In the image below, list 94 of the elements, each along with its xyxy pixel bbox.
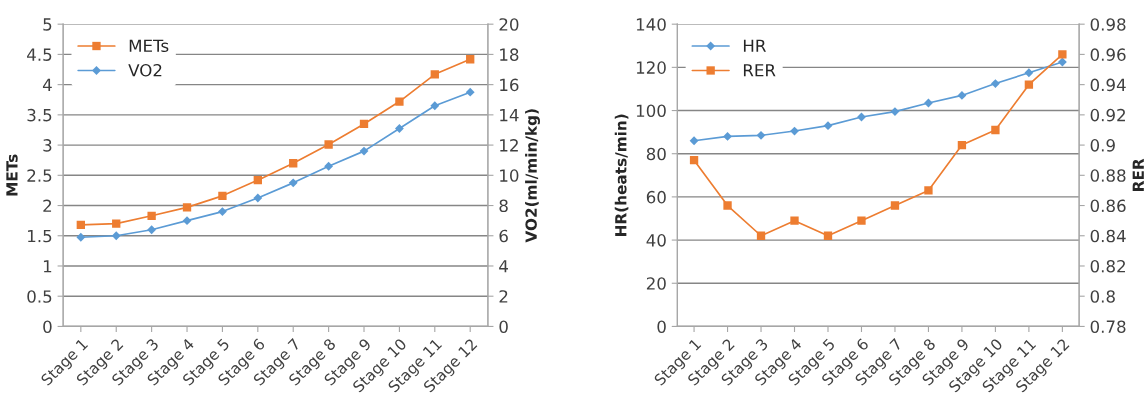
point <box>466 55 475 64</box>
point <box>288 178 298 188</box>
point <box>218 207 227 216</box>
y-tick-label: 140 <box>636 18 666 31</box>
y2-tick-label: 14 <box>500 109 519 122</box>
y2-axis-title: VO2(ml/min/kg) <box>525 109 540 243</box>
point <box>823 121 833 131</box>
y2-tick-label: 0.8 <box>1090 290 1115 303</box>
point <box>147 211 156 220</box>
legend-label: RER <box>743 64 776 77</box>
point <box>324 161 334 171</box>
y2-tick-label: 12 <box>500 139 518 152</box>
y-tick-label: 3 <box>43 139 52 152</box>
point <box>823 231 833 240</box>
y-axis-title: METs <box>6 154 18 196</box>
point <box>924 186 933 195</box>
y-tick-label: 0.5 <box>27 290 52 303</box>
point <box>253 175 262 185</box>
y-tick-label: 0 <box>43 320 52 333</box>
y-tick-label: 80 <box>646 147 666 161</box>
y-tick-label: 2.5 <box>27 169 52 182</box>
y2-tick-label: 6 <box>499 229 508 243</box>
y-tick-label: 0 <box>657 320 666 333</box>
y2-tick-label: 8 <box>499 199 508 213</box>
y-tick-label: 4 <box>42 78 52 91</box>
point <box>218 191 227 201</box>
y-tick-label: 4.5 <box>27 48 52 61</box>
legend-label: HR <box>743 39 766 52</box>
y-tick-label: 100 <box>636 104 666 118</box>
point <box>147 225 157 235</box>
point <box>957 91 967 100</box>
point <box>990 79 1000 88</box>
point <box>957 140 967 150</box>
point <box>359 119 369 129</box>
y2-tick-label: 0.94 <box>1090 78 1126 92</box>
point <box>76 220 86 230</box>
y-tick-label: 120 <box>636 61 666 74</box>
y-tick-label: 1.5 <box>28 229 52 243</box>
y2-tick-label: 0.86 <box>1090 199 1126 213</box>
y-tick-label: 40 <box>646 234 666 247</box>
point <box>723 201 732 210</box>
point <box>76 232 86 242</box>
point <box>394 124 404 133</box>
point <box>430 101 440 111</box>
point <box>395 97 404 106</box>
y2-tick-label: 0 <box>499 320 508 333</box>
y2-tick-label: 0.78 <box>1090 320 1126 333</box>
y-axis-title: HR(heats/min) <box>614 114 629 236</box>
y2-tick-label: 20 <box>499 18 519 31</box>
point <box>790 216 799 225</box>
y2-axis-title: RER <box>1132 158 1144 191</box>
point <box>890 107 900 117</box>
point <box>689 156 699 165</box>
point <box>1024 80 1034 89</box>
point <box>857 216 866 225</box>
point <box>182 203 192 212</box>
point <box>756 231 766 240</box>
point <box>112 219 121 228</box>
point <box>723 132 732 141</box>
y2-tick-label: 0.92 <box>1090 108 1125 122</box>
y-tick-label: 3.5 <box>27 108 52 122</box>
point <box>890 201 900 210</box>
point <box>1058 50 1067 59</box>
point <box>111 231 121 241</box>
point <box>991 125 1000 135</box>
point <box>182 216 192 226</box>
y2-tick-label: 10 <box>500 169 519 182</box>
y2-tick-label: 0.96 <box>1090 48 1126 61</box>
point <box>689 136 699 146</box>
y2-tick-label: 4 <box>499 260 508 273</box>
y2-tick-label: 16 <box>500 78 519 92</box>
point <box>289 159 298 168</box>
point <box>430 70 439 79</box>
point <box>1024 68 1034 78</box>
y2-tick-label: 0.9 <box>1090 139 1115 152</box>
point <box>253 193 263 203</box>
legend-label: METs <box>129 39 169 53</box>
y2-tick-label: 2 <box>499 290 508 303</box>
legend-label: VO2 <box>128 63 162 77</box>
point <box>465 87 475 97</box>
point <box>324 140 333 149</box>
y-tick-label: 2 <box>43 199 52 212</box>
y2-tick-label: 0.88 <box>1090 169 1126 182</box>
y-tick-label: 60 <box>646 190 666 204</box>
y2-tick-label: 18 <box>500 48 519 61</box>
y-tick-label: 20 <box>646 277 666 290</box>
y2-tick-label: 0.98 <box>1090 18 1126 31</box>
point <box>756 130 766 140</box>
point <box>359 146 369 156</box>
y2-tick-label: 0.82 <box>1090 259 1125 273</box>
y-tick-label: 5 <box>43 18 52 31</box>
point <box>924 98 933 108</box>
y-tick-label: 1 <box>43 260 52 273</box>
y2-tick-label: 0.84 <box>1090 229 1126 243</box>
